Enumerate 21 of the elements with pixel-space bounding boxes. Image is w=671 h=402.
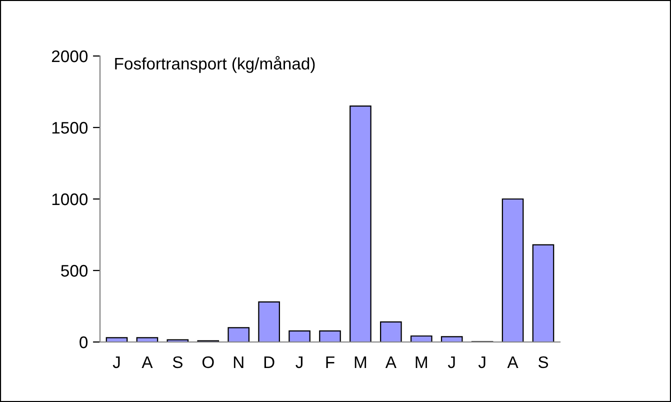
x-tick-label: J — [296, 356, 302, 368]
x-tick-label: J — [112, 356, 120, 368]
x-tick-label: A — [142, 356, 153, 368]
x-tick-label: M — [416, 356, 427, 368]
x-tick-label: N — [234, 356, 244, 368]
y-tick-label: 1500 — [52, 122, 88, 134]
x-tick-label: J — [478, 356, 486, 368]
chart-title: Fosfortransport (kg/månad) — [115, 56, 315, 73]
x-tick-label: S — [172, 356, 182, 368]
x-tick-label: D — [264, 356, 274, 368]
y-tick-label: 500 — [61, 264, 88, 277]
x-tick-label: A — [385, 356, 396, 368]
x-tick-label: M — [354, 356, 366, 368]
y-tick-label: 0 — [80, 336, 88, 348]
x-tick-label: A — [507, 356, 518, 368]
x-tick-label: O — [202, 356, 214, 368]
x-tick-label: J — [448, 356, 455, 368]
x-tick-label: S — [538, 356, 548, 368]
y-tick-label: 2000 — [52, 50, 88, 62]
x-tick-label: F — [326, 356, 334, 368]
y-tick-label: 1000 — [52, 193, 88, 206]
